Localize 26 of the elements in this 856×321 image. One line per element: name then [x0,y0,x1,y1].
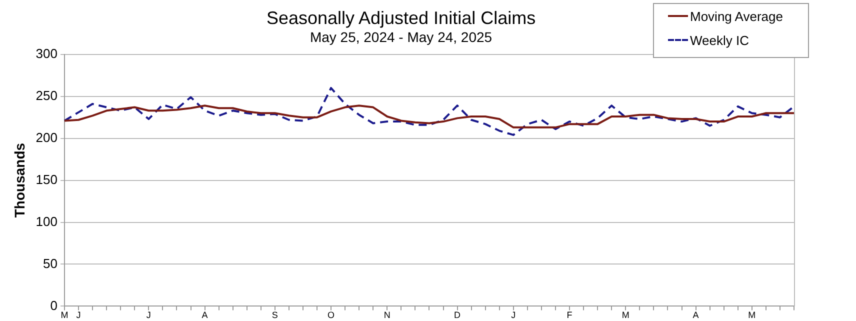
legend-label: Weekly IC [690,32,749,48]
x-tick-label: J [76,310,81,320]
y-axis-title: Thousands [11,142,28,218]
x-tick-label: D [454,310,462,320]
x-tick-label: S [272,310,278,320]
x-tick-label: M [748,310,756,320]
chart-title: Seasonally Adjusted Initial Claims [266,8,536,28]
x-tick-label: M [622,310,630,320]
x-tick-label: J [511,310,516,320]
y-tick-label: 0 [50,298,58,313]
x-tick-label: O [328,310,335,320]
y-tick-label: 100 [36,214,58,229]
y-tick-label: 50 [43,256,58,271]
y-tick-label: 250 [36,88,58,103]
line-series [63,86,795,136]
x-tick-label: M [60,310,68,320]
x-tick-label: A [202,310,208,320]
chart-subtitle: May 25, 2024 - May 24, 2025 [310,28,492,45]
x-tick-label: N [384,310,390,320]
x-tick-label: A [692,310,699,320]
legend-label: Moving Average [690,8,783,24]
y-tick-label: 200 [36,130,58,145]
y-tick-label: 300 [36,46,58,61]
x-tick-label: F [566,310,573,320]
y-tick-label: 150 [36,172,58,187]
x-tick-label: J [146,310,151,320]
